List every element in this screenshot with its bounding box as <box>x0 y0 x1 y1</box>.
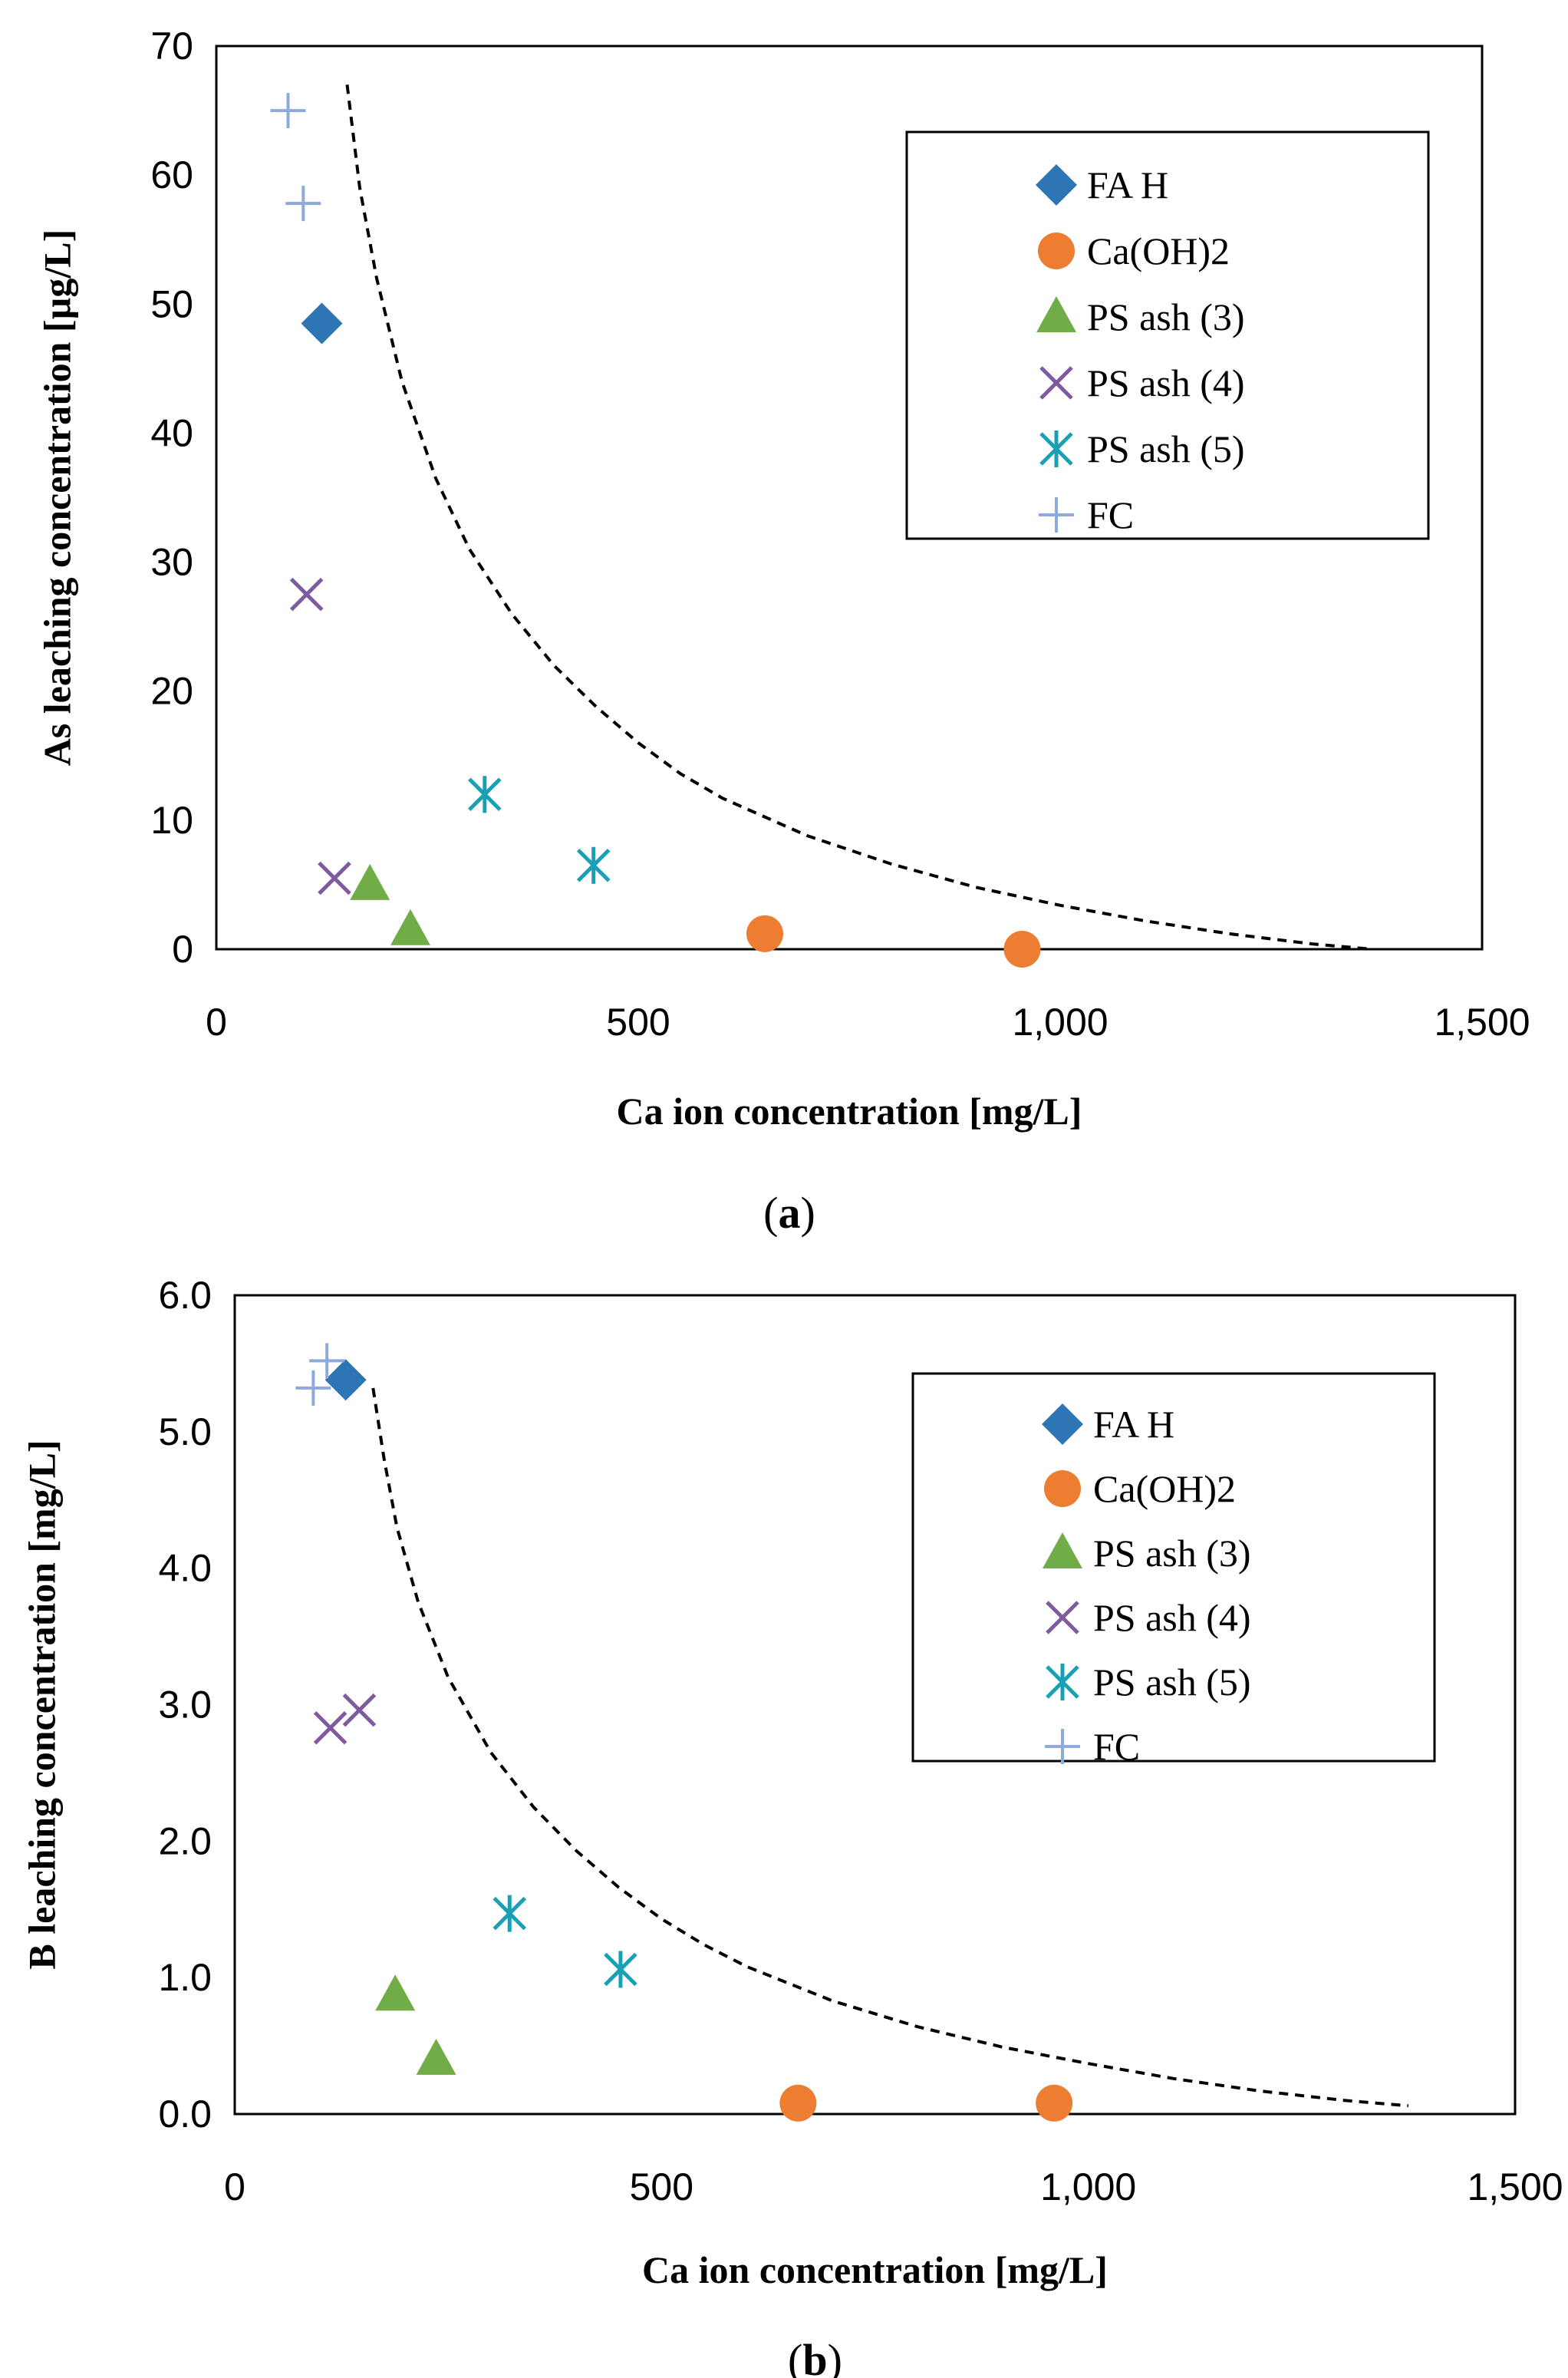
panel-label-a-open: ( <box>763 1188 778 1238</box>
legend-marker-diamond <box>1036 164 1077 206</box>
data-point-x <box>342 1693 377 1727</box>
panel-label-a: (a) <box>763 1188 815 1238</box>
legend-marker-triangle <box>1043 1532 1082 1568</box>
data-points-a <box>270 93 1041 968</box>
y-tick-label: 0.0 <box>158 2093 212 2136</box>
legend-label: PS ash (4) <box>1087 361 1245 404</box>
x-tick-labels-b: 0 500 1,000 1,500 <box>224 2165 1563 2208</box>
y-tick-label: 3.0 <box>158 1684 212 1727</box>
x-tick-label: 1,500 <box>1467 2165 1563 2208</box>
data-point-asterisk <box>576 846 611 884</box>
data-point-plus <box>309 1343 345 1379</box>
legend-marker-plus <box>1039 497 1074 533</box>
data-point-circle <box>746 915 783 952</box>
x-axis-title-b: Ca ion concentration [mg/L] <box>642 2248 1108 2291</box>
data-point-x <box>313 1710 348 1745</box>
trend-curve-b <box>371 1387 1409 2108</box>
data-point-diamond <box>324 1359 367 1401</box>
data-point-triangle <box>390 909 430 945</box>
legend-items-a: FA H Ca(OH)2 PS ash (3) PS ash (4) PS ash (5… <box>1036 163 1245 536</box>
y-tick-label: 6.0 <box>158 1274 212 1317</box>
y-tick-label: 0 <box>172 928 193 971</box>
data-point-circle <box>1036 2084 1073 2122</box>
data-point-plus <box>270 93 306 129</box>
panel-label-a-letter: a <box>779 1188 801 1238</box>
plot-area-b <box>233 1294 1517 2116</box>
data-point-triangle <box>350 863 390 900</box>
panel-label-b-close: ) <box>828 2335 842 2378</box>
y-tick-label: 20 <box>150 670 193 713</box>
data-point-asterisk <box>468 776 502 813</box>
x-tick-label: 0 <box>206 1001 227 1044</box>
legend-marker-circle <box>1044 1470 1081 1507</box>
data-point-asterisk <box>604 1951 637 1988</box>
y-tick-label: 50 <box>150 282 193 325</box>
data-point-x <box>318 861 351 895</box>
y-tick-label: 30 <box>150 541 193 584</box>
x-tick-label: 1,000 <box>1012 1001 1108 1044</box>
legend-marker-x <box>1046 1601 1079 1634</box>
data-points-b <box>295 1343 1073 2122</box>
y-tick-label: 2.0 <box>158 1819 212 1862</box>
y-tick-label: 4.0 <box>158 1547 212 1590</box>
data-point-asterisk <box>492 1895 527 1932</box>
x-tick-label: 1,000 <box>1040 2165 1136 2208</box>
legend-label: Ca(OH)2 <box>1093 1467 1236 1510</box>
legend-label: FA H <box>1087 163 1168 206</box>
legend-label: PS ash (3) <box>1093 1532 1251 1575</box>
legend-box-b <box>911 1372 1436 1763</box>
y-tick-label: 10 <box>150 799 193 842</box>
y-tick-labels-b: 0.0 1.0 2.0 3.0 4.0 5.0 6.0 <box>158 1274 212 2136</box>
legend-marker-circle <box>1038 233 1075 269</box>
legend-label: PS ash (5) <box>1087 427 1245 470</box>
plot-area-a <box>215 45 1484 951</box>
data-point-triangle <box>416 2038 456 2075</box>
y-tick-label: 60 <box>150 153 193 196</box>
data-point-diamond <box>301 302 343 345</box>
legend-marker-plus <box>1045 1729 1080 1764</box>
legend-marker-triangle <box>1036 296 1076 332</box>
legend-marker-asterisk <box>1046 1664 1079 1700</box>
x-tick-label: 1,500 <box>1434 1001 1530 1044</box>
y-tick-label: 40 <box>150 411 193 454</box>
x-axis-title-a: Ca ion concentration [mg/L] <box>617 1090 1082 1133</box>
legend-marker-asterisk <box>1039 430 1073 467</box>
panel-label-b-open: ( <box>788 2335 802 2378</box>
legend-marker-x <box>1039 366 1073 400</box>
legend-label: PS ash (3) <box>1087 295 1245 338</box>
legend-label: FA H <box>1093 1403 1174 1446</box>
legend-a: FA H Ca(OH)2 PS ash (3) PS ash (4) PS ash (5… <box>905 130 1430 540</box>
data-point-plus <box>285 186 321 222</box>
legend-items-b: FA H Ca(OH)2 PS ash (3) PS ash (4) PS ash (5… <box>1042 1403 1251 1768</box>
data-point-circle <box>779 2084 817 2122</box>
data-point-circle <box>1003 931 1041 968</box>
panel-label-b: (b) <box>788 2335 842 2378</box>
y-tick-labels-a: 0 10 20 30 40 50 60 70 <box>150 25 193 971</box>
legend-label: FC <box>1093 1725 1140 1768</box>
data-point-x <box>289 577 324 612</box>
chart-panel-b: 0.0 1.0 2.0 3.0 4.0 5.0 6.0 0 500 1,000 1,500 FA … <box>20 1274 1563 2378</box>
y-axis-title-a: As leaching concentration [µg/L] <box>35 229 78 767</box>
x-tick-labels-a: 0 500 1,000 1,500 <box>206 1001 1530 1044</box>
legend-marker-diamond <box>1042 1403 1083 1445</box>
x-tick-label: 0 <box>224 2165 245 2208</box>
panel-label-a-close: ) <box>801 1188 815 1238</box>
x-tick-label: 500 <box>630 2165 693 2208</box>
legend-b: FA H Ca(OH)2 PS ash (3) PS ash (4) PS ash (5… <box>911 1372 1436 1768</box>
legend-label: Ca(OH)2 <box>1087 229 1230 272</box>
data-point-plus <box>295 1370 331 1406</box>
legend-box-a <box>905 130 1430 540</box>
y-tick-label: 1.0 <box>158 1956 212 1999</box>
legend-label: PS ash (5) <box>1093 1661 1251 1704</box>
legend-label: PS ash (4) <box>1093 1596 1251 1639</box>
chart-panel-a: 0 10 20 30 40 50 60 70 0 500 1,000 1,500 FA H Ca(OH… <box>35 25 1530 1238</box>
x-tick-label: 500 <box>606 1001 670 1044</box>
y-tick-label: 5.0 <box>158 1410 212 1453</box>
legend-label: FC <box>1087 493 1134 536</box>
data-point-triangle <box>375 1974 416 2011</box>
panel-label-b-letter: b <box>802 2335 827 2378</box>
y-axis-title-b: B leaching concentration [mg/L] <box>20 1440 63 1969</box>
y-tick-label: 70 <box>150 25 193 68</box>
